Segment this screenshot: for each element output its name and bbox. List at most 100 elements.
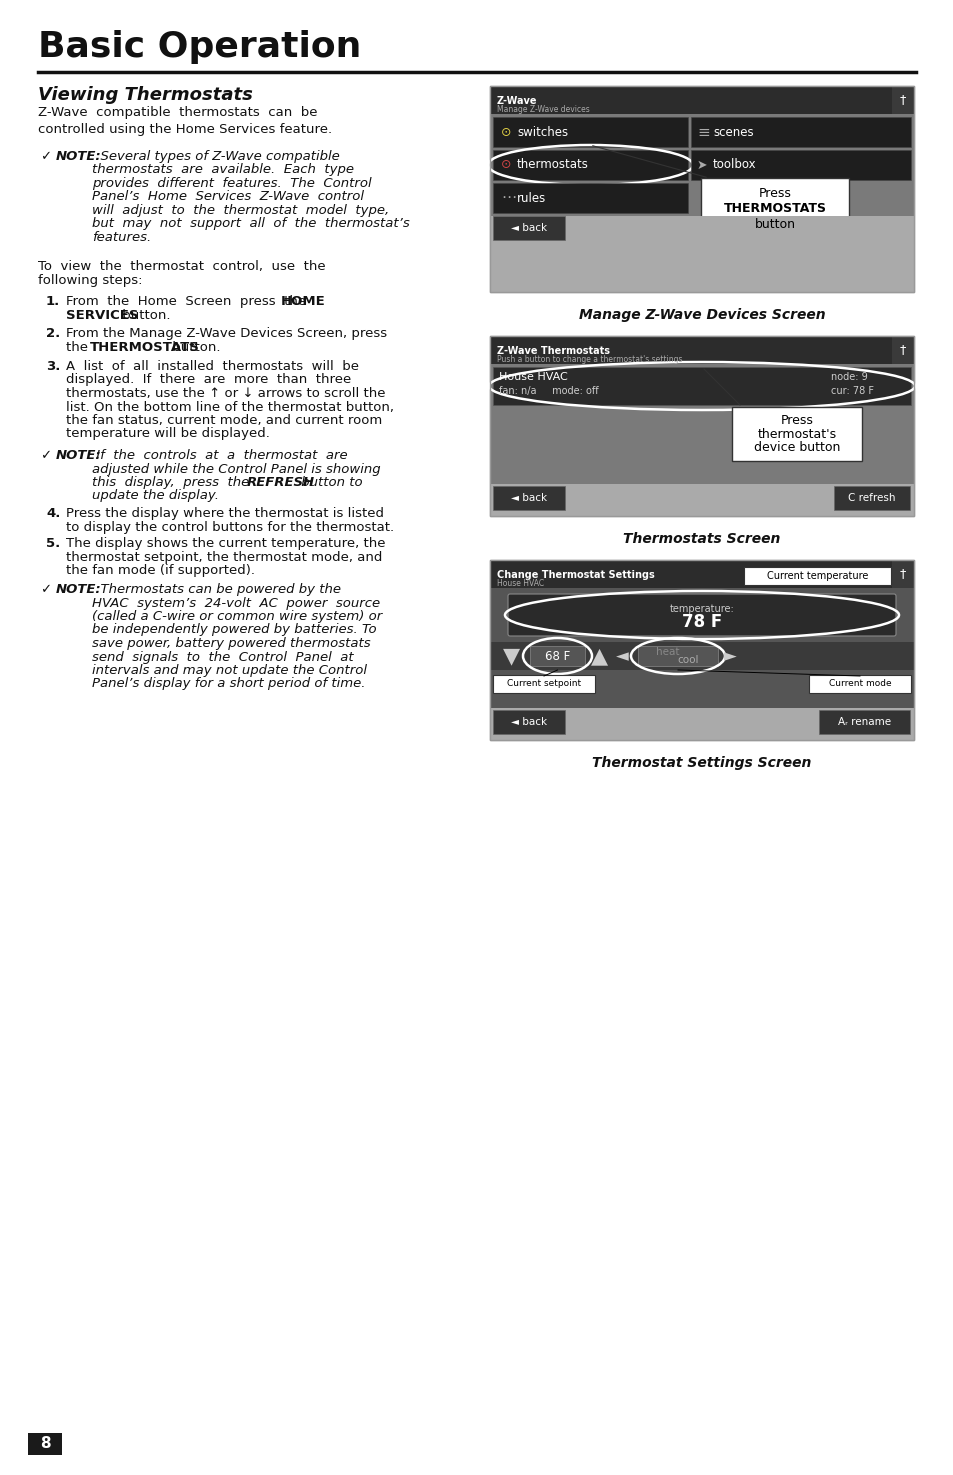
Text: Thermostats can be powered by the: Thermostats can be powered by the	[91, 583, 340, 596]
Text: ◄: ◄	[615, 648, 628, 665]
Text: †: †	[899, 93, 905, 106]
Text: To  view  the  thermostat  control,  use  the: To view the thermostat control, use the	[38, 260, 325, 273]
Text: ✓: ✓	[40, 150, 51, 164]
Text: switches: switches	[517, 125, 568, 139]
Text: displayed.  If  there  are  more  than  three: displayed. If there are more than three	[66, 373, 351, 386]
FancyBboxPatch shape	[700, 178, 848, 240]
Text: From  the  Home  Screen  press  the: From the Home Screen press the	[66, 295, 314, 308]
FancyBboxPatch shape	[490, 484, 913, 516]
FancyBboxPatch shape	[490, 86, 913, 292]
Text: Z-Wave: Z-Wave	[497, 96, 537, 106]
Text: features.: features.	[91, 232, 152, 243]
Text: Viewing Thermostats: Viewing Thermostats	[38, 86, 253, 105]
Text: device button: device button	[753, 441, 840, 454]
Text: NOTE:: NOTE:	[56, 150, 102, 164]
FancyBboxPatch shape	[490, 114, 913, 292]
Text: update the display.: update the display.	[91, 490, 219, 503]
Text: fan: n/a     mode: off: fan: n/a mode: off	[498, 386, 598, 395]
Text: Current temperature: Current temperature	[766, 571, 867, 581]
Text: SERVICES: SERVICES	[66, 308, 138, 322]
Text: Press: Press	[758, 187, 791, 201]
FancyBboxPatch shape	[490, 560, 913, 740]
Text: thermostats: thermostats	[517, 158, 588, 171]
Text: the fan status, current mode, and current room: the fan status, current mode, and curren…	[66, 414, 382, 426]
Text: 8: 8	[40, 1437, 51, 1451]
Text: Several types of Z-Wave compatible: Several types of Z-Wave compatible	[91, 150, 339, 164]
FancyBboxPatch shape	[731, 407, 862, 462]
FancyBboxPatch shape	[490, 336, 913, 364]
Text: cur: 78 F: cur: 78 F	[830, 386, 873, 395]
Text: 78 F: 78 F	[681, 612, 721, 631]
FancyBboxPatch shape	[493, 367, 910, 406]
Text: If  the  controls  at  a  thermostat  are: If the controls at a thermostat are	[91, 448, 347, 462]
Text: ✓: ✓	[40, 448, 51, 462]
Text: toolbox: toolbox	[712, 158, 756, 171]
Text: ✓: ✓	[40, 583, 51, 596]
Text: HOME: HOME	[281, 295, 325, 308]
Text: provides  different  features.  The  Control: provides different features. The Control	[91, 177, 372, 190]
FancyBboxPatch shape	[490, 708, 913, 740]
Text: NOTE:: NOTE:	[56, 583, 102, 596]
Text: ➤: ➤	[697, 158, 707, 171]
Text: ≡: ≡	[697, 124, 709, 140]
Text: C refresh: C refresh	[847, 493, 895, 503]
Text: REFRESH: REFRESH	[247, 476, 314, 490]
FancyBboxPatch shape	[690, 117, 910, 148]
Text: ▲: ▲	[591, 646, 608, 667]
Text: THERMOSTATS: THERMOSTATS	[90, 341, 200, 354]
Text: Current setpoint: Current setpoint	[506, 680, 580, 689]
Text: scenes: scenes	[712, 125, 753, 139]
Text: following steps:: following steps:	[38, 274, 142, 288]
Text: ◄ back: ◄ back	[511, 717, 546, 727]
Text: A  list  of  all  installed  thermostats  will  be: A list of all installed thermostats will…	[66, 360, 358, 373]
Text: this  display,  press  the: this display, press the	[91, 476, 257, 490]
Text: the fan mode (if supported).: the fan mode (if supported).	[66, 563, 254, 577]
Text: ◄ back: ◄ back	[511, 223, 546, 233]
FancyBboxPatch shape	[493, 183, 687, 212]
FancyBboxPatch shape	[891, 336, 913, 364]
Text: 4.: 4.	[46, 507, 60, 521]
Text: thermostats, use the ↑ or ↓ arrows to scroll the: thermostats, use the ↑ or ↓ arrows to sc…	[66, 386, 385, 400]
Text: ⊙: ⊙	[500, 158, 511, 171]
FancyBboxPatch shape	[530, 646, 584, 667]
Text: †: †	[899, 344, 905, 357]
FancyBboxPatch shape	[507, 594, 895, 636]
Text: ▼: ▼	[503, 646, 520, 667]
FancyBboxPatch shape	[690, 150, 910, 180]
FancyBboxPatch shape	[490, 642, 913, 670]
Text: 2.: 2.	[46, 327, 60, 341]
Text: the: the	[66, 341, 92, 354]
Text: thermostats  are  available.  Each  type: thermostats are available. Each type	[91, 164, 354, 177]
Text: Thermostat Settings Screen: Thermostat Settings Screen	[592, 757, 811, 770]
Text: temperature:: temperature:	[669, 605, 734, 614]
Text: ►: ►	[723, 648, 736, 665]
Text: 68 F: 68 F	[544, 649, 570, 662]
FancyBboxPatch shape	[490, 589, 913, 740]
FancyBboxPatch shape	[833, 485, 909, 510]
Text: cool: cool	[677, 655, 698, 665]
Text: heat: heat	[656, 648, 679, 656]
Text: thermostat setpoint, the thermostat mode, and: thermostat setpoint, the thermostat mode…	[66, 550, 382, 563]
FancyBboxPatch shape	[493, 485, 564, 510]
Text: NOTE:: NOTE:	[56, 448, 102, 462]
Text: (called a C-wire or common wire system) or: (called a C-wire or common wire system) …	[91, 611, 382, 622]
Text: The display shows the current temperature, the: The display shows the current temperatur…	[66, 537, 385, 550]
Text: Z-Wave  compatible  thermostats  can  be
controlled using the Home Services feat: Z-Wave compatible thermostats can be con…	[38, 106, 332, 137]
Text: ◄ back: ◄ back	[511, 493, 546, 503]
Text: but  may  not  support  all  of  the  thermostat’s: but may not support all of the thermosta…	[91, 217, 410, 230]
Text: button: button	[754, 218, 795, 232]
Text: 3.: 3.	[46, 360, 60, 373]
Text: will  adjust  to  the  thermostat  model  type,: will adjust to the thermostat model type…	[91, 204, 389, 217]
FancyBboxPatch shape	[493, 117, 687, 148]
Text: Change Thermostat Settings: Change Thermostat Settings	[497, 569, 654, 580]
FancyBboxPatch shape	[493, 709, 564, 735]
FancyBboxPatch shape	[818, 709, 909, 735]
Text: button.: button.	[168, 341, 220, 354]
Text: list. On the bottom line of the thermostat button,: list. On the bottom line of the thermost…	[66, 401, 394, 413]
Text: temperature will be displayed.: temperature will be displayed.	[66, 428, 270, 441]
Text: Press the display where the thermostat is listed: Press the display where the thermostat i…	[66, 507, 384, 521]
Text: ⊙: ⊙	[500, 125, 511, 139]
Text: 1.: 1.	[46, 295, 60, 308]
FancyBboxPatch shape	[493, 676, 595, 693]
Text: ⋯: ⋯	[500, 190, 516, 205]
